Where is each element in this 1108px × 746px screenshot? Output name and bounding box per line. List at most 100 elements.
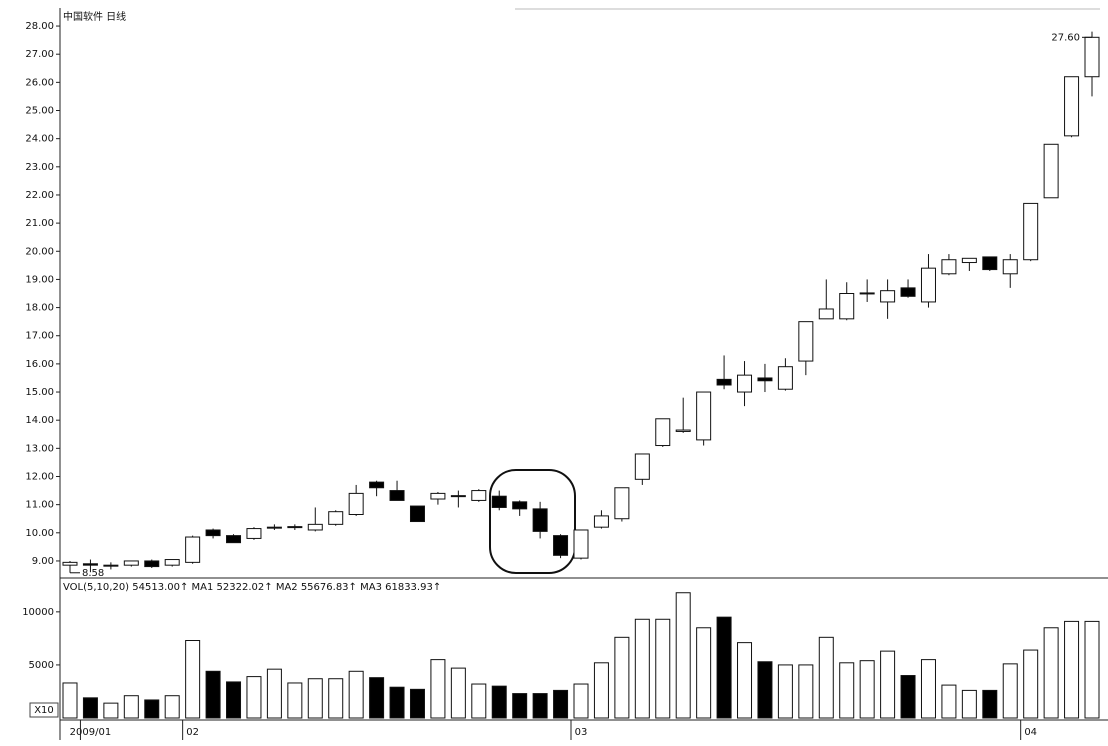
volume-bar <box>226 681 242 719</box>
y-tick-label: 24.00 <box>25 134 54 145</box>
candle-body <box>757 377 773 382</box>
y-tick-label: 21.00 <box>25 218 54 229</box>
y-tick-label: 5000 <box>29 660 54 671</box>
y-tick-label: 17.00 <box>25 331 54 342</box>
volume-bar <box>696 627 712 719</box>
y-tick-label: 10000 <box>22 607 54 618</box>
volume-bar <box>757 661 773 719</box>
volume-title: VOL(5,10,20) 54513.00↑ MA1 52322.02↑ MA2… <box>63 582 441 593</box>
y-tick-label: 27.00 <box>25 49 54 60</box>
y-tick-label: 13.00 <box>25 443 54 454</box>
x-tick-label: 02 <box>186 727 199 738</box>
candle-body <box>1064 76 1080 137</box>
chart-title: 中国软件 日线 <box>63 10 126 23</box>
volume-bar <box>553 689 569 719</box>
candle-body <box>634 453 650 480</box>
candle-body <box>655 418 671 447</box>
volume-bar <box>1043 627 1059 719</box>
y-tick-label: 23.00 <box>25 162 54 173</box>
candle-body <box>839 293 855 320</box>
candle-body <box>164 559 180 566</box>
volume-bar <box>144 699 160 719</box>
candle-body <box>1084 36 1100 78</box>
volume-bar <box>1023 649 1039 719</box>
volume-bar <box>430 659 446 719</box>
volume-bar <box>287 682 303 719</box>
volume-bar <box>348 670 364 719</box>
volume-bar <box>491 685 507 719</box>
volume-bar <box>859 660 875 719</box>
x-tick-label: 03 <box>575 727 588 738</box>
candle-body <box>389 490 405 501</box>
volume-bar <box>185 640 201 719</box>
y-tick-label: 26.00 <box>25 77 54 88</box>
volume-bar <box>307 678 323 719</box>
candle-body <box>491 495 507 508</box>
candle-body <box>675 429 691 432</box>
volume-bar <box>1064 620 1080 719</box>
candle-body <box>737 374 753 393</box>
candle-body <box>348 492 364 516</box>
candle-body <box>144 560 160 568</box>
volume-bar <box>798 664 814 719</box>
volume-bar <box>266 668 282 719</box>
volume-bar <box>205 670 221 719</box>
volume-bar <box>920 659 936 719</box>
candle-body <box>409 505 425 523</box>
volume-bar <box>246 676 262 719</box>
volume-bar <box>409 688 425 719</box>
volume-unit: X10 <box>34 705 54 716</box>
volume-bar <box>982 689 998 719</box>
volume-bar <box>818 636 834 719</box>
volume-bar <box>369 677 385 719</box>
candle-body <box>226 535 242 544</box>
y-tick-label: 16.00 <box>25 359 54 370</box>
y-tick-label: 15.00 <box>25 387 54 398</box>
y-tick-label: 28.00 <box>25 21 54 32</box>
candle-body <box>328 511 344 525</box>
candle-body <box>450 495 466 498</box>
highlight-circle <box>489 469 576 574</box>
volume-bar <box>389 686 405 719</box>
candle-body <box>777 366 793 390</box>
candle-body <box>307 523 323 531</box>
volume-bar <box>777 664 793 719</box>
candle-body <box>818 308 834 320</box>
candle-body <box>593 515 609 528</box>
volume-bar <box>512 693 528 719</box>
candle-body <box>961 257 977 264</box>
volume-bar <box>593 662 609 719</box>
candle-body <box>369 481 385 489</box>
volume-bar <box>328 678 344 719</box>
volume-bar <box>62 682 78 719</box>
candle-body <box>614 487 630 520</box>
volume-bar <box>941 684 957 719</box>
volume-bar <box>737 642 753 719</box>
annotation: 8.58 <box>82 568 104 579</box>
candle-body <box>246 528 262 539</box>
candle-body <box>62 561 78 566</box>
volume-bar <box>573 683 589 719</box>
candle-body <box>103 564 119 567</box>
candle-body <box>532 508 548 532</box>
marks: 9.00 10.00 11.00 12.00 13.00 14.00 15.00 16.00 1… <box>22 21 1100 740</box>
candle-body <box>880 290 896 303</box>
y-tick-label: 9.00 <box>32 556 54 567</box>
candle-body <box>205 529 221 537</box>
candle-body <box>941 259 957 275</box>
candle-body <box>266 526 282 529</box>
volume-bar <box>1084 620 1100 719</box>
y-tick-label: 10.00 <box>25 528 54 539</box>
x-tick-label: 2009/01 <box>70 727 112 738</box>
volume-bar <box>839 662 855 719</box>
y-tick-label: 25.00 <box>25 106 54 117</box>
candle-body <box>1023 202 1039 261</box>
candle-body <box>1002 259 1018 275</box>
volume-bar <box>675 592 691 719</box>
y-tick-label: 12.00 <box>25 471 54 482</box>
candle-body <box>716 378 732 386</box>
volume-bar <box>103 702 119 719</box>
candle-body <box>287 526 303 529</box>
